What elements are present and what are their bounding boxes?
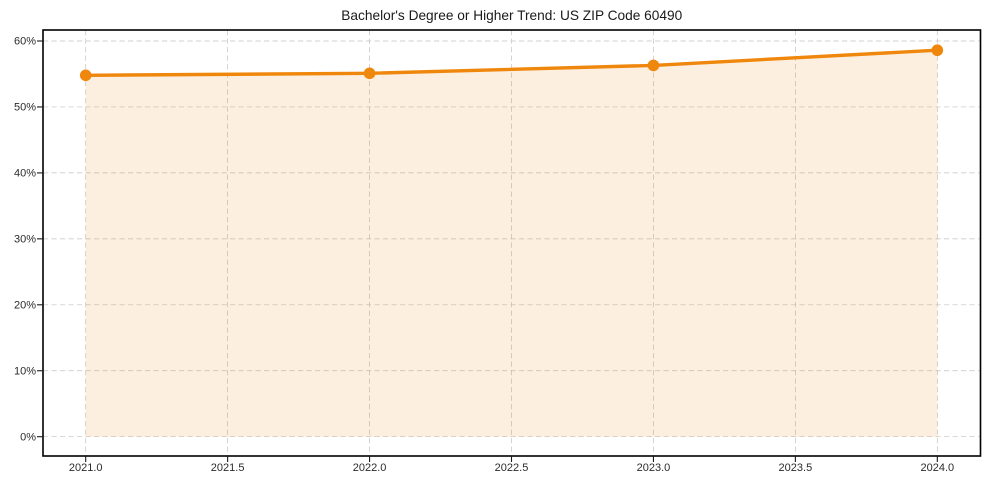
svg-text:2022.0: 2022.0 xyxy=(353,462,387,474)
svg-text:2021.0: 2021.0 xyxy=(69,462,103,474)
svg-text:10%: 10% xyxy=(14,366,36,378)
svg-text:2023.5: 2023.5 xyxy=(779,462,813,474)
svg-text:2024.0: 2024.0 xyxy=(920,462,954,474)
svg-text:50%: 50% xyxy=(14,102,36,114)
svg-text:30%: 30% xyxy=(14,234,36,246)
svg-text:0%: 0% xyxy=(20,432,36,444)
svg-text:2022.5: 2022.5 xyxy=(495,462,529,474)
svg-text:40%: 40% xyxy=(14,168,36,180)
svg-text:60%: 60% xyxy=(14,36,36,48)
svg-text:20%: 20% xyxy=(14,300,36,312)
svg-text:2021.5: 2021.5 xyxy=(211,462,245,474)
svg-text:2023.0: 2023.0 xyxy=(637,462,671,474)
